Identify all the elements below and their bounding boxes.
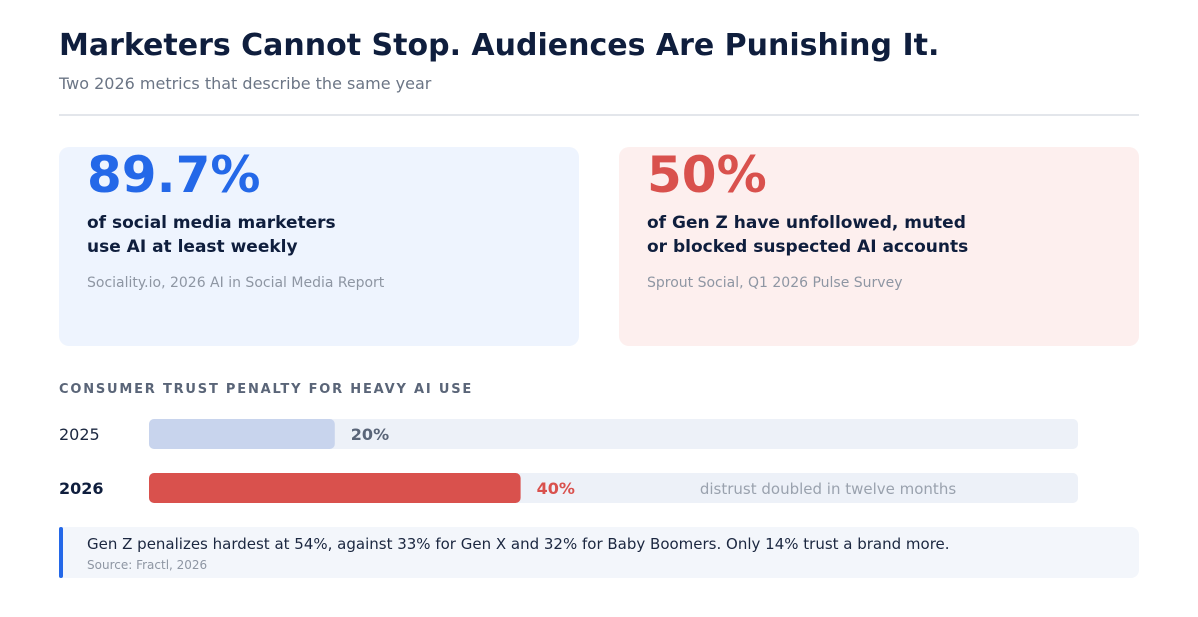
bar-value-label: 40% [537, 479, 575, 498]
stat-description-line: of social media marketers [87, 213, 336, 233]
stat-card-marketers: 89.7% of social media marketers use AI a… [59, 147, 579, 346]
page-title: Marketers Cannot Stop. Audiences Are Pun… [59, 28, 940, 63]
stat-description-line: or blocked suspected AI accounts [647, 237, 969, 257]
stat-description-line: use AI at least weekly [87, 237, 298, 257]
stat-source: Sprout Social, Q1 2026 Pulse Survey [647, 275, 903, 291]
stat-value: 89.7% [87, 146, 261, 204]
callout-accent-bar [59, 527, 63, 578]
stat-description: of Gen Z have unfollowed, muted or block… [647, 211, 968, 259]
insight-callout: Gen Z penalizes hardest at 54%, against … [59, 527, 1139, 578]
stat-card-gen-z: 50% of Gen Z have unfollowed, muted or b… [619, 147, 1139, 346]
stat-value: 50% [647, 146, 767, 204]
bar-track [149, 419, 1078, 449]
callout-text: Gen Z penalizes hardest at 54%, against … [87, 535, 950, 553]
page-subtitle: Two 2026 metrics that describe the same … [59, 74, 432, 93]
category-label: 2025 [59, 425, 100, 444]
header-divider [59, 114, 1139, 116]
stat-description-line: of Gen Z have unfollowed, muted [647, 213, 966, 233]
bar-value-label: 20% [351, 425, 389, 444]
stat-source: Sociality.io, 2026 AI in Social Media Re… [87, 275, 385, 291]
stat-description: of social media marketers use AI at leas… [87, 211, 336, 259]
category-label: 2026 [59, 479, 104, 498]
chart-title: CONSUMER TRUST PENALTY FOR HEAVY AI USE [59, 382, 474, 397]
bar-annotation: distrust doubled in twelve months [700, 480, 956, 498]
callout-source: Source: Fractl, 2026 [87, 558, 208, 572]
bar [149, 473, 521, 503]
bar [149, 419, 335, 449]
